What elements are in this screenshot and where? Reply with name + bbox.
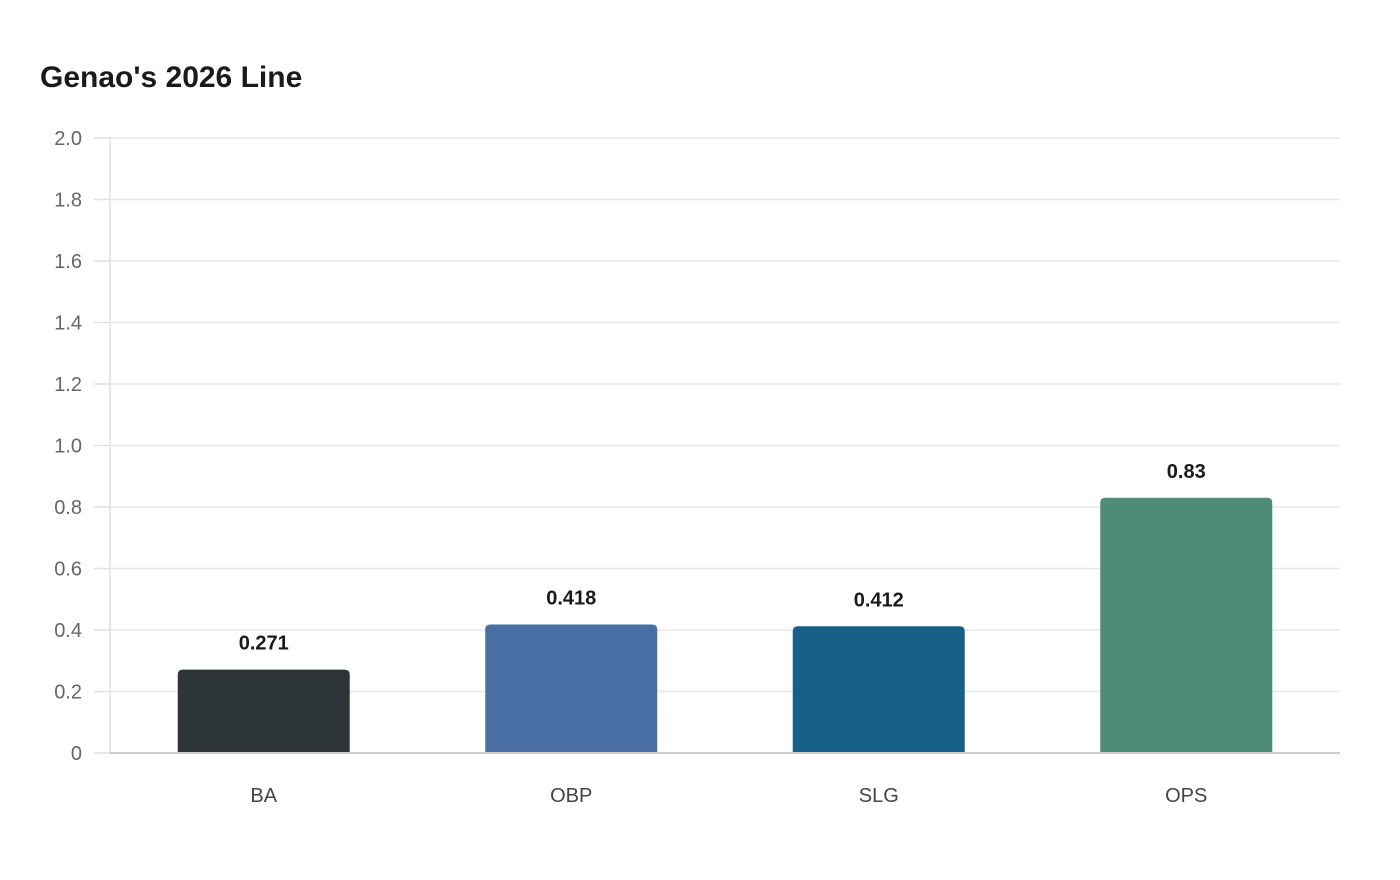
y-tick-label: 0.8 (54, 497, 82, 519)
x-category-label-ops: OPS (1165, 785, 1207, 807)
bar-obp (485, 624, 658, 753)
y-tick-label: 0.6 (54, 559, 82, 581)
y-tick-label: 1.2 (54, 374, 82, 396)
bars (177, 497, 1273, 753)
bar-ops (1100, 497, 1273, 753)
y-axis-ticks: 0 0.2 0.4 0.6 0.8 1.0 1.2 1.4 1.6 1.8 2.0 (54, 128, 110, 765)
y-tick-label: 0.4 (54, 620, 82, 642)
y-tick-label: 0.2 (54, 682, 82, 704)
value-label-ba: 0.271 (239, 633, 289, 655)
y-tick-label: 1.0 (54, 436, 82, 458)
y-tick-label: 1.6 (54, 251, 82, 273)
value-labels: 0.271 0.418 0.412 0.83 (239, 461, 1206, 655)
x-axis-labels: BA OBP SLG OPS (250, 785, 1207, 807)
gridlines (110, 137, 1340, 693)
axes (109, 138, 1340, 754)
value-label-slg: 0.412 (854, 589, 904, 611)
bar-ba (177, 669, 350, 753)
x-category-label-slg: SLG (859, 785, 899, 807)
y-tick-label: 1.4 (54, 313, 82, 335)
y-tick-label: 1.8 (54, 190, 82, 212)
bar-slg (792, 626, 965, 753)
value-label-ops: 0.83 (1167, 461, 1206, 483)
y-tick-label: 2.0 (54, 128, 82, 150)
x-category-label-ba: BA (250, 785, 277, 807)
x-category-label-obp: OBP (550, 785, 592, 807)
y-tick-label: 0 (71, 743, 82, 765)
value-label-obp: 0.418 (546, 587, 596, 609)
chart-title: Genao's 2026 Line (40, 61, 303, 94)
